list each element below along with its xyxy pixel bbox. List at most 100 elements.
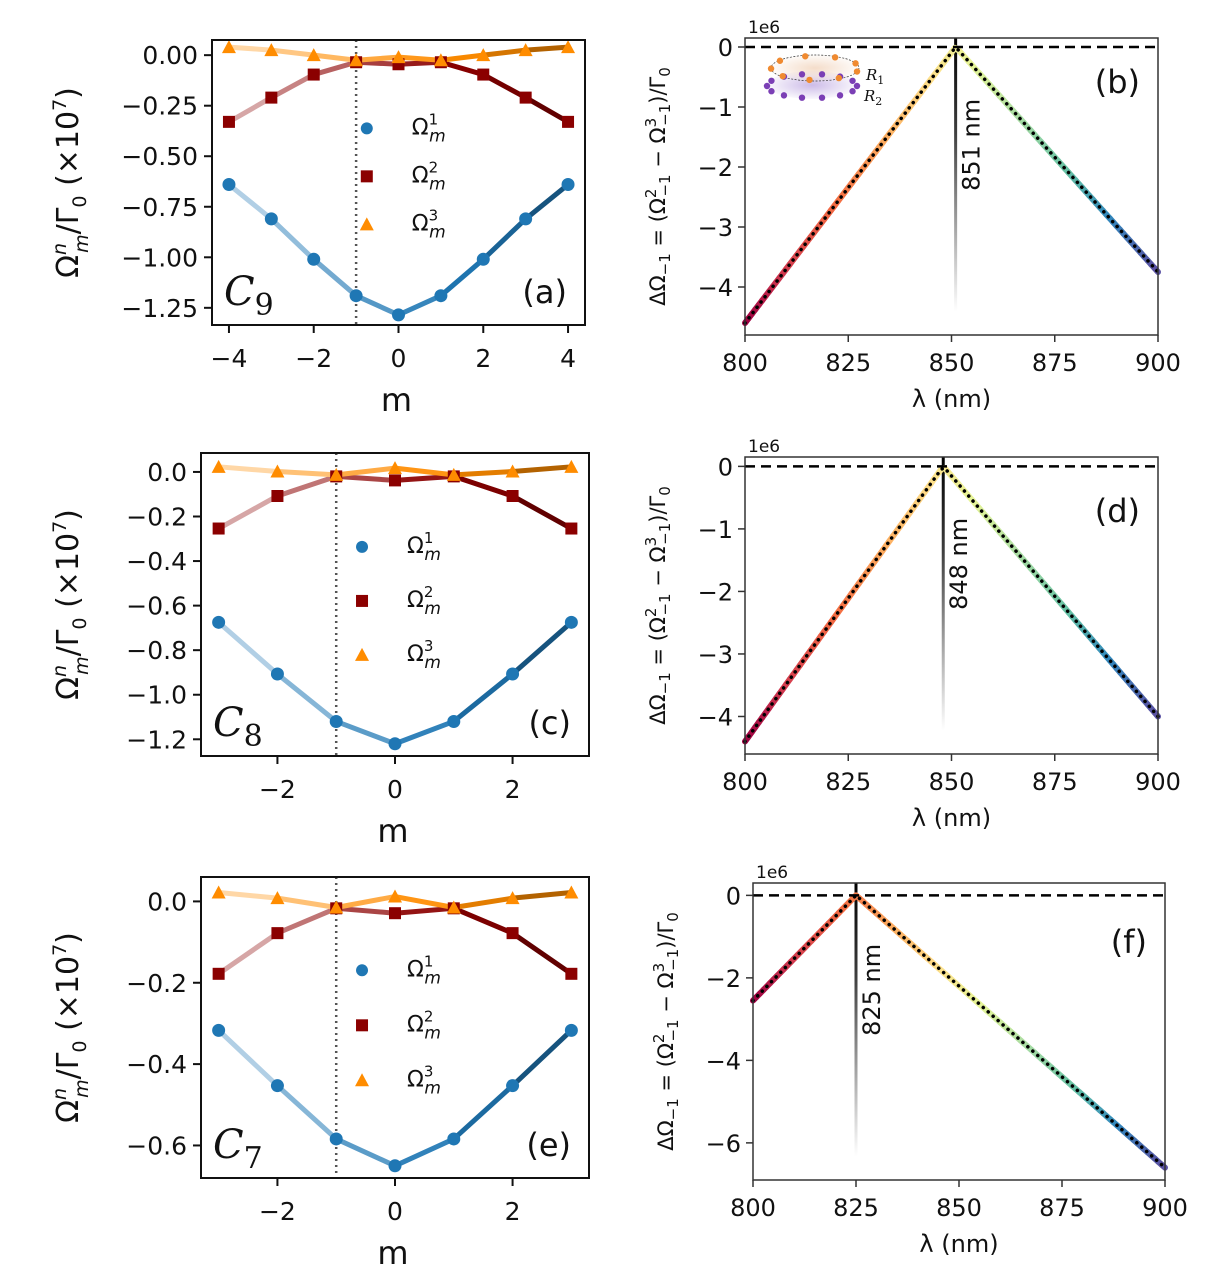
ring-r1-atom bbox=[767, 65, 775, 72]
series-line-segment bbox=[333, 894, 398, 911]
panel-label: (b) bbox=[1095, 63, 1140, 101]
legend-marker-square bbox=[356, 1019, 369, 1032]
series-line-segment bbox=[510, 930, 574, 977]
panel-label: (c) bbox=[528, 704, 571, 742]
series-line-segment bbox=[311, 52, 359, 63]
spectral-curve bbox=[750, 892, 1168, 1171]
legend-label: Ω2 m bbox=[407, 583, 441, 619]
y-offset-text: 1e6 bbox=[748, 18, 780, 38]
data-point-circle bbox=[392, 308, 405, 322]
data-point-triangle bbox=[564, 885, 579, 899]
panel-label: (f) bbox=[1111, 923, 1147, 961]
data-point-triangle bbox=[518, 43, 533, 57]
y-tick-label: 0 bbox=[726, 882, 741, 910]
y-tick-label: −2 bbox=[698, 154, 733, 182]
x-axis-label: λ (nm) bbox=[919, 1230, 998, 1258]
data-point-square bbox=[565, 522, 578, 535]
y-axis-label: ΔΩ−1 = (Ω2−1 − Ω3−1)/Γ0 bbox=[650, 912, 682, 1151]
data-point-square bbox=[271, 927, 284, 940]
legend-marker-square bbox=[360, 170, 373, 183]
data-point-triangle bbox=[270, 464, 285, 478]
series-line-segment bbox=[392, 894, 457, 911]
dotted-fit-line bbox=[743, 45, 1160, 325]
series-2 bbox=[216, 905, 574, 977]
series-line-segment bbox=[274, 895, 339, 911]
x-tick-label: 2 bbox=[505, 775, 521, 804]
x-tick-label: 900 bbox=[1135, 768, 1181, 796]
y-axis-label: Ωnm/Γ0 (×107) bbox=[49, 87, 93, 278]
legend-marker-square bbox=[356, 594, 369, 607]
x-axis-label: m bbox=[377, 1234, 408, 1272]
panel-label: (e) bbox=[526, 1126, 571, 1164]
panel-f: 825 nm 0 −2 −4 −6 800 825 850 875 900 λ (nm) 1e6 ΔΩ−… bbox=[650, 863, 1188, 1258]
x-tick-label: 825 bbox=[825, 349, 871, 377]
y-axis-label: Ωnm/Γ0 (×107) bbox=[49, 509, 93, 700]
ring-r1-atom bbox=[852, 60, 859, 67]
series-line-segment bbox=[333, 465, 398, 478]
crossing-vline bbox=[854, 883, 858, 1157]
data-point-circle bbox=[307, 252, 321, 266]
data-point-triangle bbox=[388, 889, 402, 903]
ring-r2-atom bbox=[768, 77, 775, 84]
data-point-circle bbox=[476, 252, 490, 266]
series-line-segment bbox=[451, 468, 516, 478]
data-point-triangle bbox=[446, 900, 461, 914]
data-point-circle bbox=[270, 1079, 284, 1093]
y-offset-text: 1e6 bbox=[756, 863, 788, 883]
data-point-circle bbox=[447, 714, 461, 728]
x-tick-label: 800 bbox=[722, 768, 768, 796]
legend-label: Ω1 m bbox=[407, 529, 441, 565]
series-line-segment bbox=[311, 256, 359, 299]
series-line-segment bbox=[274, 905, 339, 936]
x-tick-label: −2 bbox=[295, 344, 332, 373]
series-line-segment bbox=[451, 905, 516, 936]
series-line-segment bbox=[510, 889, 574, 901]
ring-r2-atom bbox=[849, 88, 856, 95]
ring-r2-label: R2 bbox=[863, 87, 882, 108]
series-1 bbox=[216, 1027, 574, 1169]
data-point-square bbox=[477, 68, 490, 81]
series-line-segment bbox=[392, 465, 457, 478]
ring-r1-atom bbox=[806, 76, 813, 84]
data-point-circle bbox=[329, 1132, 343, 1146]
series-line-segment bbox=[451, 473, 516, 499]
legend-label: Ω3 m bbox=[407, 637, 441, 673]
data-point-square bbox=[222, 115, 235, 128]
series-line-segment bbox=[226, 95, 274, 125]
series-line-segment bbox=[216, 493, 280, 532]
data-point-triangle bbox=[211, 885, 226, 899]
series-1 bbox=[226, 182, 571, 318]
data-point-triangle bbox=[564, 459, 579, 473]
data-point-circle bbox=[388, 1159, 402, 1173]
series-line-segment bbox=[333, 473, 398, 483]
data-point-circle bbox=[270, 667, 284, 681]
data-point-triangle bbox=[446, 467, 461, 481]
data-point-circle bbox=[388, 737, 402, 751]
series-line-segment bbox=[392, 718, 457, 747]
panel-a: 0.00 −0.25 −0.50 −0.75 −1.00 −1.25 −4 −2 0 2 4 m Ωnm… bbox=[49, 39, 586, 419]
crossing-wavelength-label: 848 nm bbox=[945, 518, 973, 610]
series-line-segment bbox=[480, 216, 529, 262]
series-line-segment bbox=[333, 718, 398, 747]
data-point-triangle bbox=[264, 43, 279, 57]
data-point-circle bbox=[434, 289, 448, 303]
series-2 bbox=[216, 473, 574, 532]
series-line-segment bbox=[226, 44, 274, 53]
x-tick-label: 875 bbox=[1039, 1194, 1085, 1222]
series-line-segment bbox=[353, 293, 401, 318]
data-point-circle bbox=[264, 212, 278, 226]
data-point-triangle bbox=[221, 40, 236, 54]
data-point-circle bbox=[561, 178, 575, 192]
x-tick-label: 825 bbox=[825, 768, 871, 796]
series-line-segment bbox=[523, 182, 571, 222]
legend-marker-triangle bbox=[355, 1073, 370, 1087]
x-tick-label: 800 bbox=[722, 349, 768, 377]
series-line-segment bbox=[216, 889, 280, 901]
x-tick-label: −2 bbox=[259, 1197, 296, 1226]
legend-marker-triangle bbox=[359, 217, 374, 231]
series-line-segment bbox=[510, 619, 574, 677]
series-line-segment bbox=[353, 59, 401, 67]
data-point-square bbox=[389, 474, 401, 487]
x-tick-label: 850 bbox=[929, 349, 975, 377]
